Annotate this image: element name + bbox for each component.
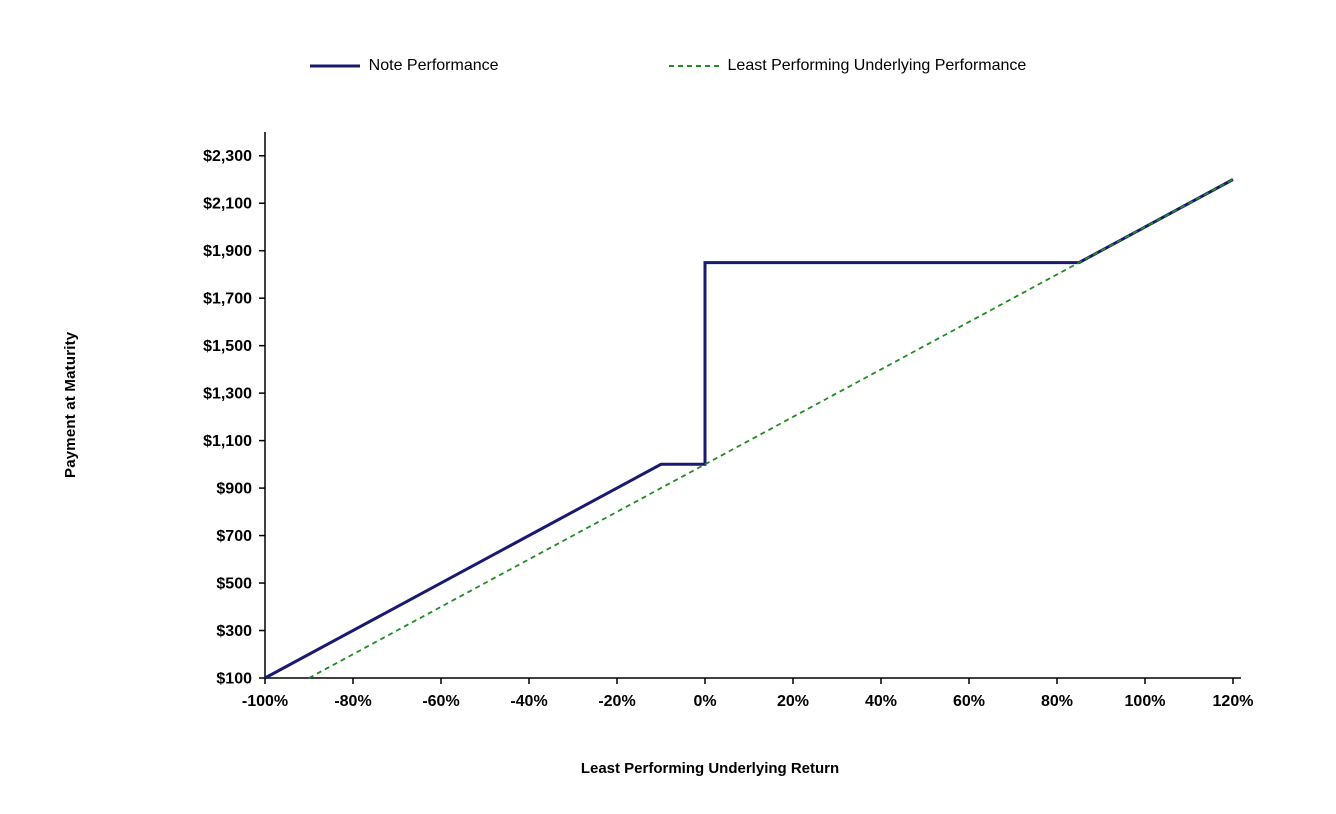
y-tick-label: $2,100 [203, 196, 252, 213]
x-tick-label: -60% [422, 693, 459, 710]
y-tick-label: $2,300 [203, 148, 252, 165]
x-tick-label: 20% [777, 693, 809, 710]
y-tick-label: $300 [216, 623, 252, 640]
chart-legend: Note Performance Least Performing Underl… [0, 57, 1336, 75]
y-tick-label: $1,500 [203, 338, 252, 355]
y-tick-label: $1,700 [203, 291, 252, 308]
x-tick-label: 40% [865, 693, 897, 710]
x-tick-label: 120% [1213, 693, 1254, 710]
x-tick-label: 0% [693, 693, 716, 710]
y-tick-label: $1,300 [203, 386, 252, 403]
x-tick-label: -40% [510, 693, 547, 710]
y-tick-label: $100 [216, 671, 252, 688]
y-tick-label: $1,100 [203, 433, 252, 450]
y-tick-label: $900 [216, 481, 252, 498]
series-line-note-performance [264, 178, 1234, 680]
legend-item-underlying-performance: Least Performing Underlying Performance [668, 57, 1027, 75]
y-tick-label: $1,900 [203, 243, 252, 260]
y-tick-label: $700 [216, 528, 252, 545]
x-tick-label: -80% [334, 693, 371, 710]
legend-label-note-performance: Note Performance [368, 57, 499, 74]
x-tick-label: 80% [1041, 693, 1073, 710]
x-tick-label: -100% [242, 693, 288, 710]
x-tick-label: 60% [953, 693, 985, 710]
x-tick-label: -20% [598, 693, 635, 710]
x-axis-title: Least Performing Underlying Return [580, 760, 840, 777]
series-line-underlying-performance [308, 178, 1234, 679]
x-tick-label: 100% [1125, 693, 1166, 710]
note-performance-line-icon [309, 64, 360, 68]
legend-item-note-performance: Note Performance [309, 57, 499, 75]
legend-label-underlying-performance: Least Performing Underlying Performance [727, 57, 1027, 74]
y-tick-label: $500 [216, 576, 252, 593]
